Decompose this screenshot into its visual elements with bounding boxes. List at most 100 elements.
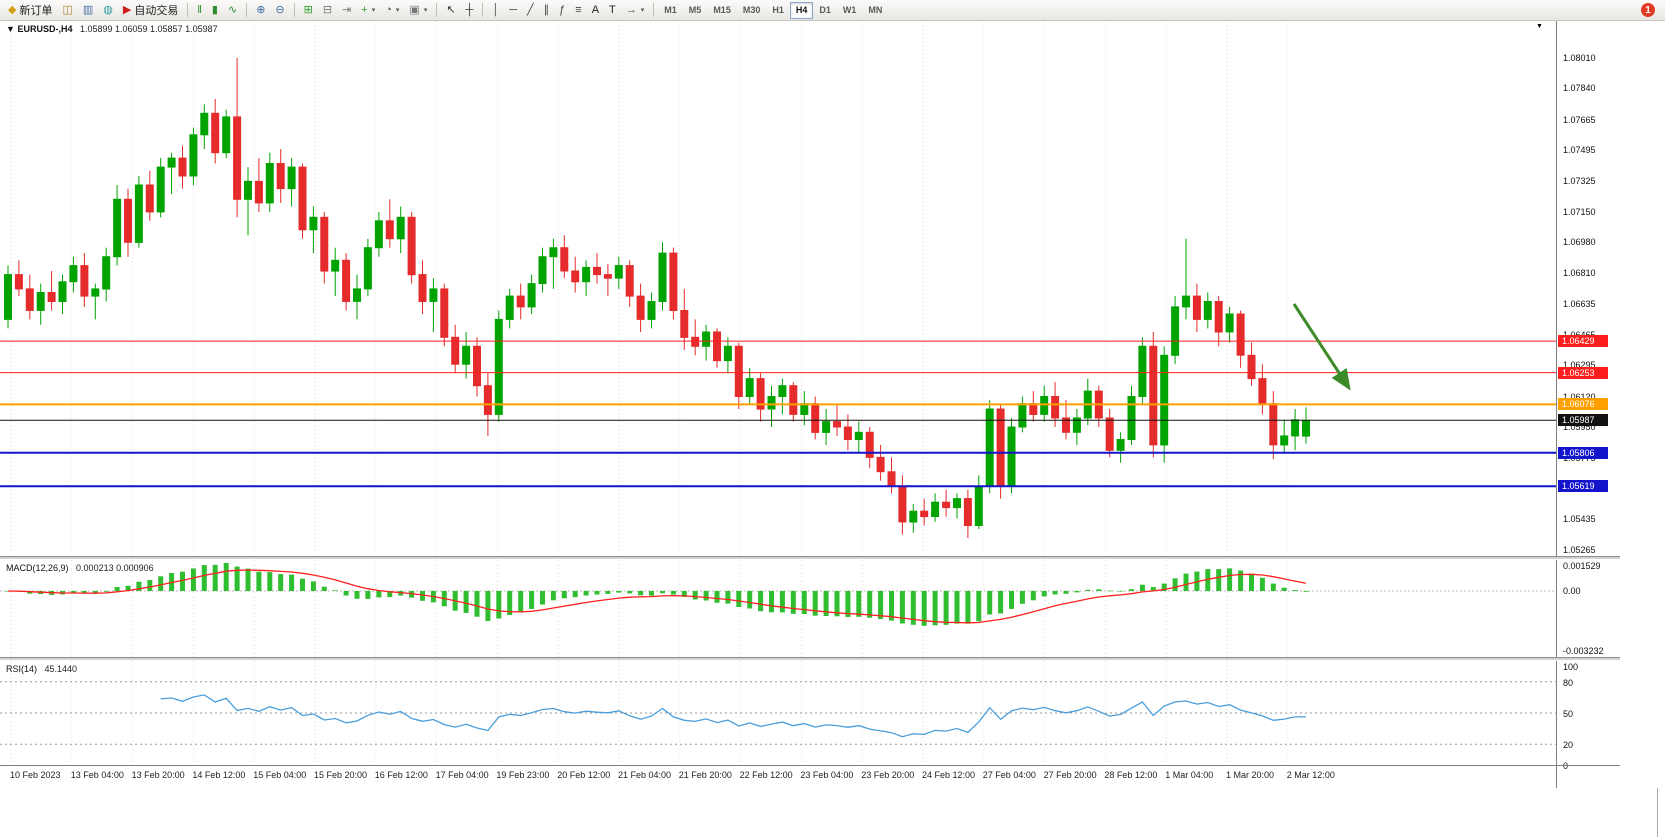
price-label: 1.06295 bbox=[1563, 360, 1596, 371]
template-icon: ▣ bbox=[409, 3, 420, 16]
dropdown-arrow-icon: ▾ bbox=[640, 7, 645, 14]
timeframe-m30-button[interactable]: M30 bbox=[742, 5, 761, 15]
zoom-out-icon: ⊖ bbox=[275, 3, 285, 16]
fibonacci-icon: ƒ bbox=[559, 3, 566, 16]
collapse-icon[interactable]: ▼ bbox=[6, 24, 15, 34]
grid-lines bbox=[10, 21, 1289, 556]
price-label: 1.07665 bbox=[1563, 114, 1596, 125]
macd-svg[interactable] bbox=[0, 560, 1556, 657]
macd-axis-label: 0.00 bbox=[1563, 586, 1581, 596]
rsi-axis-label: 0 bbox=[1563, 761, 1569, 771]
time-label: 21 Feb 04:00 bbox=[618, 770, 672, 780]
timeframe-m15-button[interactable]: M15 bbox=[713, 5, 731, 15]
candlestick-chart-button[interactable]: ▮ bbox=[207, 1, 223, 19]
trendline-icon: ╱ bbox=[527, 3, 534, 16]
time-label: 13 Feb 20:00 bbox=[131, 770, 185, 780]
time-label: 15 Feb 20:00 bbox=[314, 770, 368, 780]
toolbar-separator bbox=[246, 3, 248, 17]
time-axis-border bbox=[0, 765, 1620, 766]
auto-arrange-button[interactable]: ⊟ bbox=[318, 1, 337, 19]
price-label: 1.07150 bbox=[1563, 206, 1596, 217]
time-label: 28 Feb 12:00 bbox=[1104, 770, 1158, 780]
text-button[interactable]: A bbox=[587, 1, 604, 19]
price-label: 1.05265 bbox=[1563, 544, 1596, 555]
rsi-value: 45.1440 bbox=[44, 664, 78, 674]
chart-window-icon: ◫ bbox=[62, 3, 73, 16]
toolbar-separator bbox=[293, 3, 295, 17]
scroll-anchor-icon[interactable]: ▼ bbox=[1536, 23, 1543, 30]
vertical-line-icon: │ bbox=[492, 3, 500, 16]
cursor-icon: ↖ bbox=[446, 3, 456, 16]
timeframe-m1-button[interactable]: M1 bbox=[664, 5, 677, 15]
toolbar-separator bbox=[436, 3, 438, 17]
time-label: 24 Feb 12:00 bbox=[922, 770, 976, 780]
crosshair-button[interactable]: ┼ bbox=[461, 1, 479, 19]
toolbar-separator bbox=[653, 3, 655, 17]
vertical-line-button[interactable]: │ bbox=[487, 1, 504, 19]
price-axis[interactable]: 1.08010 1.07840 1.07665 1.07495 1.07325 1.071… bbox=[1556, 21, 1665, 788]
label-icon: T bbox=[609, 3, 616, 16]
channel-button[interactable]: ∥ bbox=[539, 1, 555, 19]
timeframe-d1-button[interactable]: D1 bbox=[819, 5, 831, 15]
time-label: 16 Feb 12:00 bbox=[374, 770, 428, 780]
horizontal-line-button[interactable]: ─ bbox=[504, 1, 522, 19]
macd-axis-label: 0.001529 bbox=[1563, 561, 1601, 571]
macd-pane[interactable]: MACD(12,26,9) 0.000213 0.000906 bbox=[0, 560, 1556, 657]
cursor-button[interactable]: ↖ bbox=[441, 1, 460, 19]
new-order-button[interactable]: ◆ 新订单 bbox=[3, 1, 57, 19]
dropdown-arrow-icon: ▾ bbox=[371, 7, 376, 14]
toolbar-separator bbox=[187, 3, 189, 17]
bar-chart-button[interactable]: ‖ bbox=[192, 1, 207, 19]
levels-icon: ≡ bbox=[575, 3, 582, 16]
fibonacci-button[interactable]: ƒ bbox=[554, 1, 570, 19]
horizontal-line-icon: ─ bbox=[509, 3, 518, 16]
periods-button[interactable]: ◔ ▾ bbox=[380, 1, 404, 19]
timeframe-h4-button[interactable]: H4 bbox=[789, 1, 814, 19]
chart-shift-button[interactable]: ⇥ bbox=[337, 1, 356, 19]
pane-splitter[interactable] bbox=[0, 657, 1620, 661]
templates-button[interactable]: ▣ ▾ bbox=[404, 1, 432, 19]
trendline-button[interactable]: ╱ bbox=[522, 1, 539, 19]
timeframe-h1-button[interactable]: H1 bbox=[772, 5, 784, 15]
level-lines[interactable] bbox=[0, 340, 1556, 488]
rsi-pane[interactable]: RSI(14) 45.1440 bbox=[0, 661, 1556, 765]
time-label: 23 Feb 04:00 bbox=[800, 770, 854, 780]
text-label-button[interactable]: T bbox=[604, 1, 621, 19]
price-label: 1.06810 bbox=[1563, 267, 1596, 278]
time-label: 20 Feb 12:00 bbox=[557, 770, 611, 780]
chart-window-button[interactable]: ◫ bbox=[57, 1, 77, 19]
new-order-icon: ◆ bbox=[8, 3, 17, 16]
timeframe-m5-button[interactable]: M5 bbox=[688, 5, 702, 15]
pane-splitter[interactable] bbox=[0, 556, 1620, 560]
price-label: 1.06635 bbox=[1563, 299, 1596, 310]
price-tag-support-line-1: 1.05806 bbox=[1558, 446, 1608, 459]
zoom-out-button[interactable]: ⊖ bbox=[270, 1, 289, 19]
candles-layer bbox=[4, 57, 1310, 539]
trend-arrow[interactable] bbox=[1292, 303, 1351, 391]
notification-badge[interactable]: 1 bbox=[1641, 3, 1655, 17]
rsi-title: RSI(14) bbox=[6, 664, 38, 674]
time-label: 19 Feb 23:00 bbox=[496, 770, 550, 780]
time-axis[interactable]: 10 Feb 2023 13 Feb 04:00 13 Feb 20:00 14 Fe… bbox=[0, 766, 1556, 788]
line-chart-button[interactable]: ∿ bbox=[223, 1, 242, 19]
bar-chart-icon: ‖ bbox=[197, 3, 202, 16]
toolbar: ◆ 新订单 ◫ ▥ ◍ ▶ 自动交易 ‖ ▮ ∿ ⊕ ⊖ ⊞ ⊟ ⇥ + ▾ ◔ ▾ ▣ ▾ ↖ ┼ │ ─ ╱ ∥ ƒ ≡ A T → ▾ M1… bbox=[0, 0, 1665, 21]
zoom-in-button[interactable]: ⊕ bbox=[251, 1, 270, 19]
horizontal-levels-button[interactable]: ≡ bbox=[570, 1, 586, 19]
auto-trading-button[interactable]: ▶ 自动交易 bbox=[118, 1, 183, 19]
rsi-axis-label: 50 bbox=[1563, 709, 1574, 719]
new-chart-icon: + bbox=[361, 3, 368, 16]
timeframe-w1-button[interactable]: W1 bbox=[842, 5, 857, 15]
rsi-svg[interactable] bbox=[0, 661, 1556, 765]
arrow-shapes-button[interactable]: → ▾ bbox=[621, 1, 650, 19]
main-chart-pane[interactable]: ▼ EURUSD-,H4 1.05899 1.06059 1.05857 1.0… bbox=[0, 21, 1556, 556]
time-label: 27 Feb 04:00 bbox=[982, 770, 1036, 780]
profile-button[interactable]: ▥ bbox=[78, 1, 98, 19]
alerts-button[interactable]: ◍ bbox=[98, 1, 118, 19]
tile-windows-button[interactable]: ⊞ bbox=[299, 1, 318, 19]
timeframe-mn-button[interactable]: MN bbox=[868, 5, 883, 15]
new-chart-button[interactable]: + ▾ bbox=[356, 1, 380, 19]
time-label: 2 Mar 12:00 bbox=[1286, 770, 1335, 780]
main-chart-svg[interactable] bbox=[0, 21, 1556, 556]
